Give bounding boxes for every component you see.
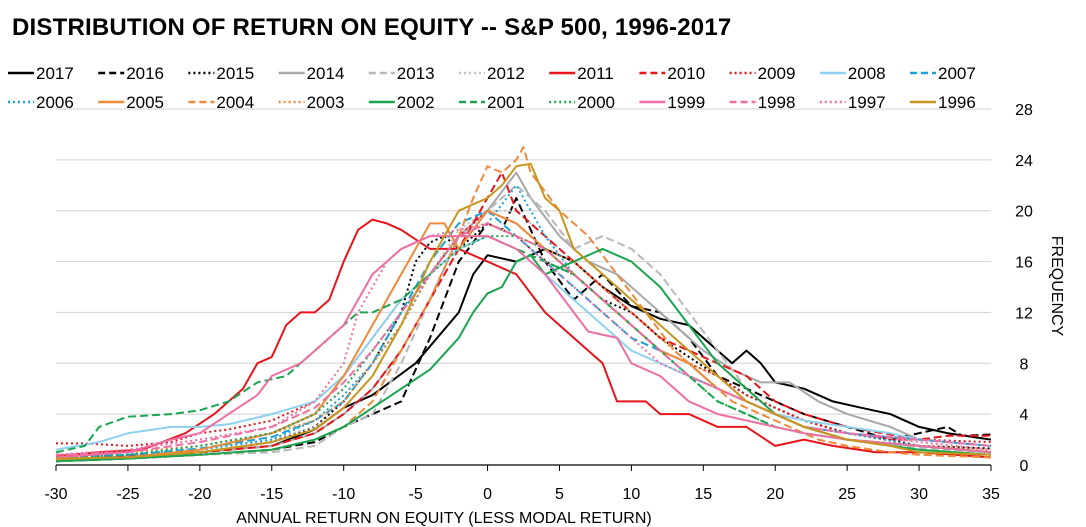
legend-label-2001: 2001 bbox=[487, 93, 525, 112]
series-line-2004 bbox=[55, 146, 992, 461]
legend-label-2007: 2007 bbox=[938, 64, 976, 83]
x-tick-label: 20 bbox=[766, 486, 784, 503]
legend-label-2002: 2002 bbox=[397, 93, 435, 112]
series-line-2002 bbox=[55, 247, 992, 463]
legend-label-2004: 2004 bbox=[216, 93, 254, 112]
y-axis-label: FREQUENCY bbox=[1048, 236, 1065, 337]
legend-label-1997: 1997 bbox=[848, 93, 886, 112]
x-tick-label: 0 bbox=[483, 486, 492, 503]
y-tick-label: 8 bbox=[1020, 356, 1029, 373]
legend-label-2009: 2009 bbox=[758, 64, 796, 83]
legend: 2017 2016 2015 2014 2013 2012 2011 2010 2009 2008… bbox=[8, 64, 976, 112]
series-lines bbox=[55, 146, 992, 463]
x-tick-label: -25 bbox=[116, 486, 139, 503]
legend-label-2017: 2017 bbox=[36, 64, 74, 83]
x-tick-label: -15 bbox=[260, 486, 283, 503]
x-tick-label: -10 bbox=[332, 486, 355, 503]
x-tick-label: -30 bbox=[44, 486, 67, 503]
x-tick-label: -20 bbox=[188, 486, 211, 503]
legend-label-2006: 2006 bbox=[36, 93, 74, 112]
legend-label-2013: 2013 bbox=[397, 64, 435, 83]
x-tick-label: 15 bbox=[694, 486, 712, 503]
legend-label-2016: 2016 bbox=[126, 64, 164, 83]
y-tick-label: 12 bbox=[1015, 305, 1033, 322]
series-line-1999 bbox=[55, 235, 992, 459]
x-tick-label: 30 bbox=[910, 486, 928, 503]
series-line-2015 bbox=[55, 222, 992, 463]
legend-label-2005: 2005 bbox=[126, 93, 164, 112]
legend-label-2008: 2008 bbox=[848, 64, 886, 83]
x-tick-label: -5 bbox=[408, 486, 422, 503]
legend-label-2012: 2012 bbox=[487, 64, 525, 83]
chart-title: DISTRIBUTION OF RETURN ON EQUITY -- S&P … bbox=[12, 14, 732, 41]
legend-label-2015: 2015 bbox=[216, 64, 254, 83]
x-tick-label: 35 bbox=[982, 486, 1000, 503]
series-line-2007 bbox=[55, 209, 992, 459]
x-tick-label: 5 bbox=[555, 486, 564, 503]
series-line-2000 bbox=[55, 235, 992, 459]
legend-label-2014: 2014 bbox=[307, 64, 345, 83]
series-line-2009 bbox=[56, 209, 992, 447]
series-line-2001 bbox=[55, 235, 992, 454]
legend-label-2010: 2010 bbox=[667, 64, 705, 83]
y-tick-label: 16 bbox=[1015, 255, 1033, 272]
x-axis-label: ANNUAL RETURN ON EQUITY (LESS MODAL RETU… bbox=[236, 510, 651, 527]
series-line-2008 bbox=[55, 235, 992, 451]
series-line-2014 bbox=[55, 171, 992, 461]
series-line-2005 bbox=[55, 209, 992, 461]
legend-label-1998: 1998 bbox=[758, 93, 796, 112]
legend-label-2000: 2000 bbox=[577, 93, 615, 112]
series-line-1996 bbox=[55, 162, 992, 460]
y-tick-label: 24 bbox=[1015, 153, 1033, 170]
y-tick-label: 20 bbox=[1015, 204, 1033, 221]
series-line-2011 bbox=[55, 218, 992, 459]
x-tick-label: 25 bbox=[838, 486, 856, 503]
legend-label-2003: 2003 bbox=[307, 93, 345, 112]
legend-label-1999: 1999 bbox=[667, 93, 705, 112]
x-tick-label: 10 bbox=[622, 486, 640, 503]
y-tick-label: 4 bbox=[1020, 407, 1029, 424]
series-line-2016 bbox=[55, 197, 992, 463]
y-tick-label: 28 bbox=[1015, 102, 1033, 119]
gridlines bbox=[56, 108, 991, 415]
legend-label-1996: 1996 bbox=[938, 93, 976, 112]
series-line-2006 bbox=[55, 184, 992, 460]
y-tick-label: 0 bbox=[1020, 458, 1029, 475]
series-line-2013 bbox=[55, 184, 992, 460]
series-line-2012 bbox=[55, 209, 992, 460]
legend-label-2011: 2011 bbox=[577, 64, 614, 83]
axes: 0 4 8 12 16 20 24 28 -30 -25 -20 -15 -10 -5 0 5 10 15 20 25… bbox=[44, 102, 1033, 503]
